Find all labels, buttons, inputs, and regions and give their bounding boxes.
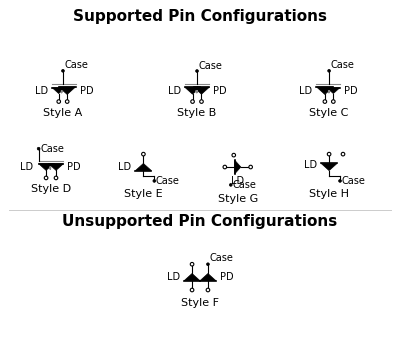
Text: PD: PD xyxy=(344,86,357,96)
Text: Style F: Style F xyxy=(181,298,219,308)
Text: Style G: Style G xyxy=(218,194,258,204)
Circle shape xyxy=(44,176,48,180)
Circle shape xyxy=(142,152,145,156)
Circle shape xyxy=(190,288,194,292)
Text: Style E: Style E xyxy=(124,189,163,199)
Circle shape xyxy=(223,165,227,169)
Polygon shape xyxy=(200,274,216,281)
Polygon shape xyxy=(52,88,65,94)
Polygon shape xyxy=(39,164,54,170)
Polygon shape xyxy=(194,87,210,94)
Text: Case: Case xyxy=(156,176,180,186)
Text: LD: LD xyxy=(168,86,181,96)
Text: PD: PD xyxy=(68,162,81,172)
Text: LD: LD xyxy=(304,160,317,170)
Polygon shape xyxy=(327,88,340,94)
Circle shape xyxy=(229,184,232,186)
Text: PD: PD xyxy=(80,86,93,96)
Circle shape xyxy=(206,263,209,266)
Text: Style A: Style A xyxy=(43,108,82,118)
Text: Style D: Style D xyxy=(31,184,71,194)
Text: Unsupported Pin Configurations: Unsupported Pin Configurations xyxy=(62,214,338,228)
Circle shape xyxy=(332,100,335,103)
Polygon shape xyxy=(235,160,241,174)
Polygon shape xyxy=(48,164,64,170)
Circle shape xyxy=(323,100,327,103)
Circle shape xyxy=(249,165,252,169)
Text: Style C: Style C xyxy=(310,108,349,118)
Circle shape xyxy=(190,262,194,266)
Text: LD: LD xyxy=(231,176,244,186)
Text: PD: PD xyxy=(220,272,234,282)
Circle shape xyxy=(62,69,64,72)
Circle shape xyxy=(206,288,210,292)
Circle shape xyxy=(328,69,330,72)
Text: Case: Case xyxy=(40,144,64,154)
Text: Case: Case xyxy=(330,60,354,70)
Text: Case: Case xyxy=(210,253,233,263)
Circle shape xyxy=(200,100,203,103)
Text: Case: Case xyxy=(232,180,256,190)
Text: Case: Case xyxy=(198,61,222,70)
Text: LD: LD xyxy=(167,272,180,282)
Circle shape xyxy=(37,147,40,150)
Polygon shape xyxy=(321,164,337,171)
Polygon shape xyxy=(136,164,151,171)
Circle shape xyxy=(232,153,236,157)
Polygon shape xyxy=(185,87,200,94)
Circle shape xyxy=(341,152,345,156)
Text: LD: LD xyxy=(299,86,312,96)
Polygon shape xyxy=(184,274,200,281)
Text: LD: LD xyxy=(118,162,132,172)
Circle shape xyxy=(57,100,60,103)
Text: Case: Case xyxy=(64,60,88,70)
Text: LD: LD xyxy=(20,162,33,172)
Polygon shape xyxy=(59,87,76,95)
Circle shape xyxy=(191,100,194,103)
Circle shape xyxy=(339,180,342,182)
Text: LD: LD xyxy=(35,86,48,96)
Circle shape xyxy=(327,152,331,156)
Text: Supported Pin Configurations: Supported Pin Configurations xyxy=(73,9,327,24)
Text: PD: PD xyxy=(214,86,227,96)
Circle shape xyxy=(153,180,156,182)
Polygon shape xyxy=(316,87,333,95)
Text: Case: Case xyxy=(342,176,365,186)
Text: Style H: Style H xyxy=(309,189,349,199)
Text: Style B: Style B xyxy=(177,108,217,118)
Circle shape xyxy=(65,100,69,103)
Circle shape xyxy=(54,176,58,180)
Circle shape xyxy=(196,70,198,72)
